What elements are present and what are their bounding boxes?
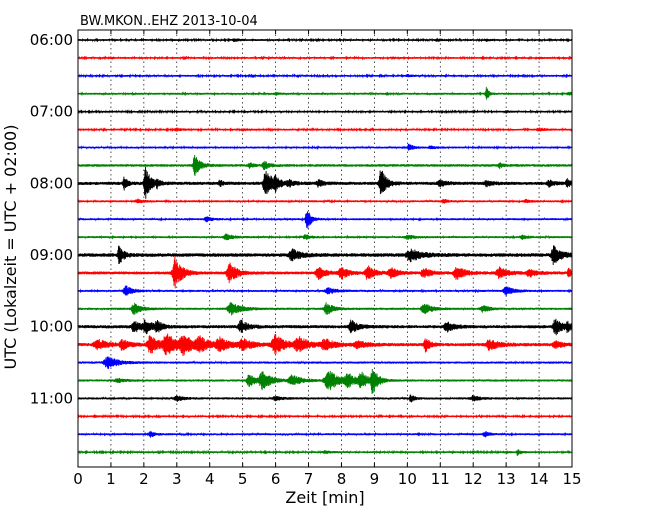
x-tick-label: 15 xyxy=(562,470,581,488)
trace-1045 xyxy=(77,368,573,394)
x-tick-label: 9 xyxy=(370,470,380,488)
trace-0745 xyxy=(77,155,573,176)
x-tick-label: 7 xyxy=(304,470,314,488)
y-tick-label: 07:00 xyxy=(30,103,73,121)
trace-0815 xyxy=(77,198,573,204)
trace-1115 xyxy=(77,413,573,419)
trace-1130 xyxy=(77,430,573,438)
x-grid xyxy=(110,30,540,467)
x-tick-label: 2 xyxy=(139,470,149,488)
trace-0915 xyxy=(77,256,573,289)
x-tick-label: 13 xyxy=(497,470,516,488)
x-tick-label: 0 xyxy=(73,470,83,488)
trace-1030 xyxy=(77,356,573,370)
y-axis-label: UTC (Lokalzeit = UTC + 02:00) xyxy=(1,125,20,370)
trace-0715 xyxy=(77,127,573,133)
x-tick-label: 12 xyxy=(464,470,483,488)
x-tick-label: 1 xyxy=(106,470,116,488)
y-axis: 06:00 07:00 08:00 09:00 10:00 11:00 xyxy=(30,31,572,407)
y-tick-label: 10:00 xyxy=(30,318,73,336)
y-tick-label: 11:00 xyxy=(30,389,73,407)
trace-0845 xyxy=(77,233,573,241)
trace-0800 xyxy=(77,167,573,199)
chart-title: BW.MKON..EHZ 2013-10-04 xyxy=(80,14,258,29)
x-tick-label: 11 xyxy=(431,470,450,488)
trace-1000 xyxy=(77,318,573,336)
trace-group xyxy=(77,37,573,456)
trace-0630 xyxy=(77,73,573,79)
trace-0600 xyxy=(77,37,573,43)
trace-0945 xyxy=(77,302,573,316)
x-axis-label: Zeit [min] xyxy=(285,488,364,507)
trace-0830 xyxy=(77,211,573,229)
x-tick-label: 6 xyxy=(271,470,281,488)
y-tick-label: 08:00 xyxy=(30,174,73,192)
trace-1145 xyxy=(77,449,573,456)
x-axis: 0 1 2 3 4 5 6 7 8 9 10 11 12 13 14 15 xyxy=(73,30,582,488)
x-tick-label: 8 xyxy=(337,470,347,488)
trace-0730 xyxy=(77,143,573,151)
x-tick-label: 4 xyxy=(205,470,215,488)
trace-1015 xyxy=(77,333,573,357)
x-tick-label: 14 xyxy=(530,470,549,488)
trace-1100 xyxy=(77,394,573,403)
y-tick-label: 06:00 xyxy=(30,31,73,49)
plot-frame xyxy=(77,29,573,468)
trace-0645 xyxy=(77,86,573,100)
x-tick-label: 3 xyxy=(172,470,182,488)
x-tick-label: 10 xyxy=(398,470,417,488)
trace-0700 xyxy=(77,109,573,115)
trace-0615 xyxy=(77,55,573,61)
trace-0930 xyxy=(77,285,573,296)
trace-0900 xyxy=(77,245,573,265)
x-tick-label: 5 xyxy=(238,470,248,488)
y-tick-label: 09:00 xyxy=(30,246,73,264)
